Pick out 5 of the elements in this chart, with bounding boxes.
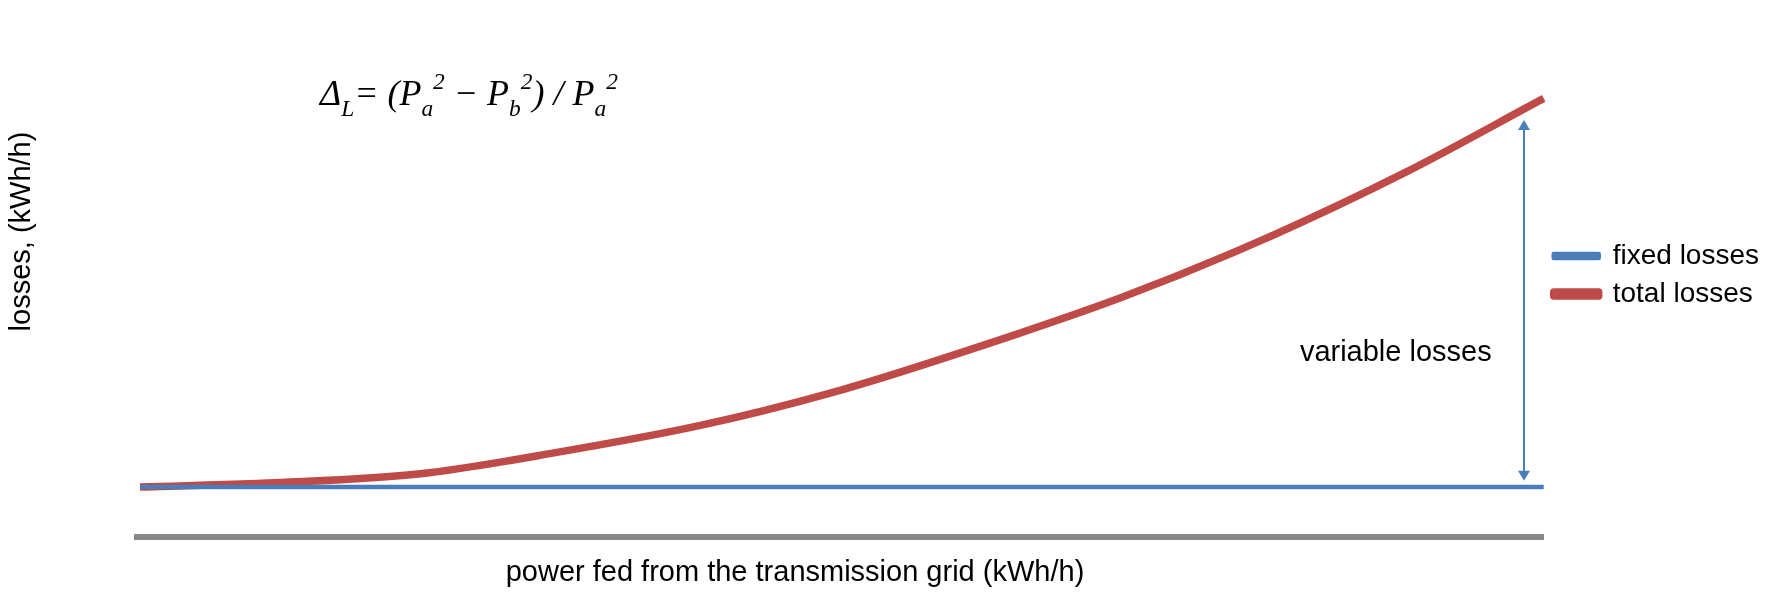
legend-label: fixed losses xyxy=(1612,238,1760,270)
legend-label: total losses xyxy=(1612,276,1753,308)
y-axis-title: losses, (kWh/h) xyxy=(3,130,37,334)
annotation: variable losses xyxy=(1299,334,1492,367)
x-axis-title: power fed from the transmission grid (kWh/h) xyxy=(504,555,1086,588)
